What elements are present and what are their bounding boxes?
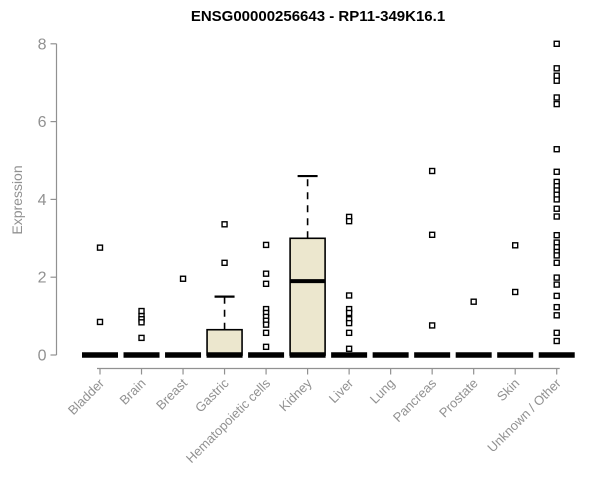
outlier-point: [345, 309, 353, 317]
outlier-point: [262, 329, 270, 337]
outlier-point: [553, 146, 560, 153]
outlier-point: [96, 244, 104, 251]
category-label: Breast: [153, 375, 190, 412]
outlier-point: [262, 343, 270, 351]
category-label: Bladder: [65, 375, 108, 418]
outlier-point: [428, 322, 436, 329]
outlier-point: [138, 307, 145, 315]
outlier-point: [553, 94, 560, 101]
outlier-point: [262, 241, 270, 249]
outlier-point: [428, 231, 436, 238]
outlier-point: [345, 319, 353, 327]
outlier-point: [553, 252, 560, 259]
outlier-point: [553, 281, 560, 288]
outlier-point: [179, 275, 187, 282]
outlier-point: [553, 329, 560, 337]
category-label: Brain: [117, 376, 149, 408]
outlier-point: [553, 100, 560, 108]
y-tick-label: 0: [38, 348, 47, 365]
chart-title: ENSG00000256643 - RP11-349K16.1: [190, 8, 446, 25]
outlier-point: [221, 221, 228, 228]
category-label: Kidney: [276, 375, 315, 414]
outlier-point: [553, 292, 560, 300]
category-label: Lung: [367, 376, 398, 407]
y-tick-label: 2: [38, 270, 47, 287]
outlier-point: [96, 318, 104, 326]
outlier-point: [553, 205, 560, 212]
outlier-point: [262, 321, 270, 328]
outlier-point: [553, 303, 560, 311]
y-tick-label: 8: [38, 36, 47, 53]
outlier-point: [262, 270, 270, 277]
outlier-point: [512, 288, 519, 296]
outlier-point: [553, 274, 560, 281]
outlier-point: [512, 242, 519, 249]
outlier-point: [345, 329, 353, 337]
outlier-point: [553, 231, 560, 239]
outlier-point: [138, 319, 145, 326]
category-label: Prostate: [436, 376, 481, 421]
outlier-point: [553, 337, 560, 345]
category-label: Gastric: [192, 375, 232, 415]
outlier-point: [345, 217, 353, 225]
category-label: Skin: [494, 376, 522, 404]
outlier-point: [553, 65, 560, 72]
outlier-point: [221, 259, 228, 267]
y-tick-label: 4: [38, 192, 47, 209]
outlier-point: [553, 196, 560, 203]
outlier-point: [553, 259, 560, 267]
category-label: Liver: [326, 375, 357, 406]
outlier-point: [345, 345, 353, 352]
category-label: Unknown / Other: [484, 375, 564, 455]
outlier-point: [553, 312, 560, 319]
outlier-point: [470, 298, 477, 305]
y-tick-label: 6: [38, 114, 47, 131]
outlier-point: [345, 292, 353, 299]
outlier-point: [428, 167, 436, 175]
box: [206, 328, 243, 356]
outlier-point: [553, 40, 560, 47]
category-label: Pancreas: [390, 375, 440, 425]
box: [289, 237, 326, 356]
outlier-point: [553, 213, 560, 220]
outlier-point: [553, 72, 560, 79]
outlier-point: [553, 168, 560, 175]
outlier-point: [138, 334, 145, 342]
outlier-point: [262, 280, 270, 288]
outlier-point: [553, 77, 560, 84]
